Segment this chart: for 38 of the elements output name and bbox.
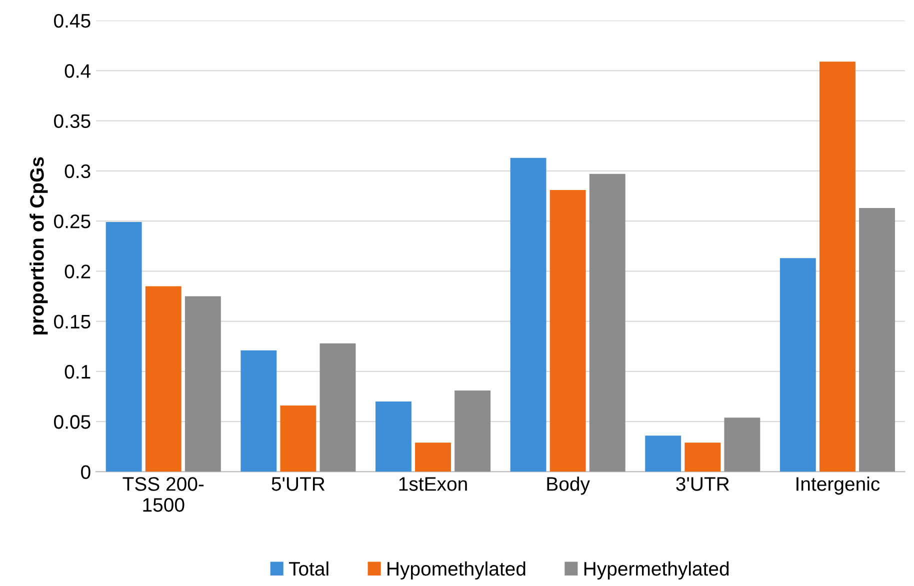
y-tick-label: 0.1 (64, 364, 90, 379)
bar (550, 190, 586, 472)
bar (780, 258, 816, 472)
bar (859, 208, 895, 472)
legend-label: Hypomethylated (388, 561, 526, 580)
y-tick-label: 0 (81, 465, 90, 479)
x-tick-label: 3'UTR (676, 477, 729, 491)
bar (589, 174, 626, 472)
bar (240, 350, 277, 472)
bar (280, 406, 316, 472)
y-axis-title: proportion of CpGs (30, 157, 48, 334)
y-tick-label: 0.35 (54, 114, 90, 128)
x-tick-label: 5'UTR (272, 477, 325, 491)
x-tick-label: Body (547, 476, 590, 495)
legend-label: Hypermethylated (584, 561, 729, 580)
bar (145, 286, 182, 472)
x-tick-label: 1stExon (399, 477, 467, 491)
y-tick-label: 0.25 (54, 214, 90, 228)
y-tick-label: 0.3 (64, 164, 90, 178)
bar (106, 222, 142, 472)
x-tick-label: TSS 200- 1500 (122, 477, 204, 512)
y-tick-label: 0.15 (54, 314, 90, 329)
bar (819, 62, 856, 472)
x-tick-label: Intergenic (796, 476, 880, 495)
y-tick-label: 0.45 (54, 14, 90, 28)
y-tick-label: 0.05 (54, 415, 90, 429)
bar (645, 436, 682, 472)
bar (684, 442, 721, 472)
bar (454, 390, 491, 472)
legend-label: Total (288, 561, 328, 576)
bar (415, 442, 451, 472)
y-tick-label: 0.4 (64, 64, 91, 78)
bar (510, 158, 546, 472)
bar (184, 296, 221, 472)
bar (724, 418, 760, 472)
bar (320, 343, 356, 472)
bar (375, 402, 412, 472)
y-tick-label: 0.2 (64, 264, 90, 278)
